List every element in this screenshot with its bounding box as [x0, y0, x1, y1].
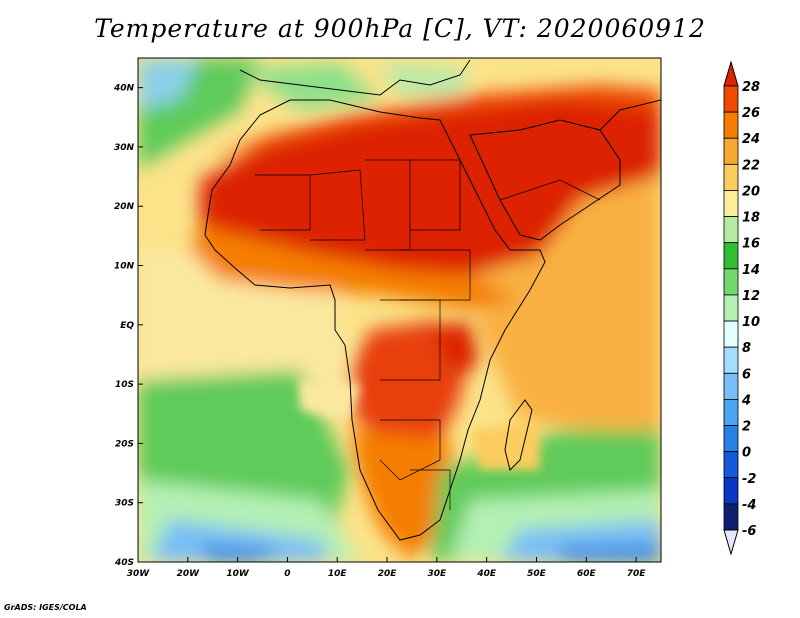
map-title: Temperature at 900hPa [C], VT: 202006091… [94, 14, 706, 43]
lon-tick-label: 20W [177, 569, 201, 579]
colorbar-segment [723, 163, 739, 191]
colorbar-segment [723, 137, 739, 165]
lon-tick-label: 70E [627, 569, 647, 579]
colorbar-label: 24 [742, 132, 760, 147]
colorbar-label: 0 [742, 446, 751, 461]
colorbar-segment [723, 346, 739, 374]
lat-tick-label: 40S [114, 558, 134, 568]
colorbar-label: -6 [742, 524, 756, 539]
lat-tick-label: 30S [115, 499, 134, 509]
colorbar-label: 2 [742, 420, 751, 435]
colorbar-label: -4 [742, 498, 756, 513]
lat-tick-label: 10N [114, 262, 135, 272]
colorbar-segment [723, 85, 739, 113]
lon-tick-label: 40E [476, 569, 497, 579]
coastlines [204, 59, 661, 541]
lat-tick-label: 40N [113, 84, 135, 94]
colorbar-label: 26 [742, 106, 760, 121]
colorbar-segment [723, 190, 739, 217]
lon-tick-label: 10W [226, 569, 250, 579]
footer-credit: GrADS: IGES/COLA [4, 603, 87, 612]
colorbar-label: 16 [742, 237, 760, 252]
lat-tick-label: 20S [115, 439, 134, 449]
colorbar-label: 22 [742, 158, 760, 173]
longitude-ticks: 30W 20W 10W 0 10E 20E 30E 40E 50E 60E 70E [127, 557, 647, 579]
latitude-ticks: 40S 30S 20S 10S EQ 10N 20N 30N 40N [113, 84, 143, 568]
colorbar-bottom-arrow [723, 529, 739, 556]
lat-tick-label: EQ [120, 321, 134, 331]
colorbar-label: -2 [742, 472, 756, 487]
colorbar-segment [723, 268, 739, 296]
lon-tick-label: 60E [577, 569, 597, 579]
lon-tick-label: 30W [127, 569, 151, 579]
map-frame [137, 57, 662, 563]
lat-tick-label: 20N [114, 202, 135, 212]
colorbar-label: 18 [742, 211, 760, 226]
lon-tick-label: 10E [328, 569, 348, 579]
colorbar-segment [723, 399, 739, 426]
colorbar-segment [723, 216, 739, 244]
colorbar-label: 6 [742, 367, 751, 382]
lon-tick-label: 50E [527, 569, 547, 579]
lat-tick-label: 10S [115, 380, 134, 390]
colorbar-label: 10 [742, 315, 760, 330]
colorbar-label: 20 [742, 184, 760, 199]
colorbar-segment [723, 451, 739, 479]
colorbar-segment [723, 425, 739, 453]
colorbar-segment [723, 477, 739, 505]
colorbar-label: 12 [742, 289, 760, 304]
temperature-field [138, 58, 661, 562]
colorbar-label: 14 [742, 263, 760, 278]
colorbar-segment [723, 242, 739, 270]
colorbar-segment [723, 320, 739, 348]
lon-tick-label: 30E [428, 569, 448, 579]
colorbar-label: 8 [742, 341, 751, 356]
colorbar-segment [723, 372, 739, 400]
colorbar-label: 4 [741, 393, 751, 408]
colorbar-segment [723, 503, 739, 531]
lon-tick-label: 0 [284, 569, 290, 579]
colorbar-segment [723, 111, 739, 139]
colorbar-segment [723, 294, 739, 322]
colorbar-label: 28 [742, 80, 760, 95]
lon-tick-label: 20E [378, 569, 398, 579]
lat-tick-label: 30N [114, 143, 135, 153]
country-borders [255, 159, 601, 510]
colorbar-top-arrow [723, 60, 739, 87]
